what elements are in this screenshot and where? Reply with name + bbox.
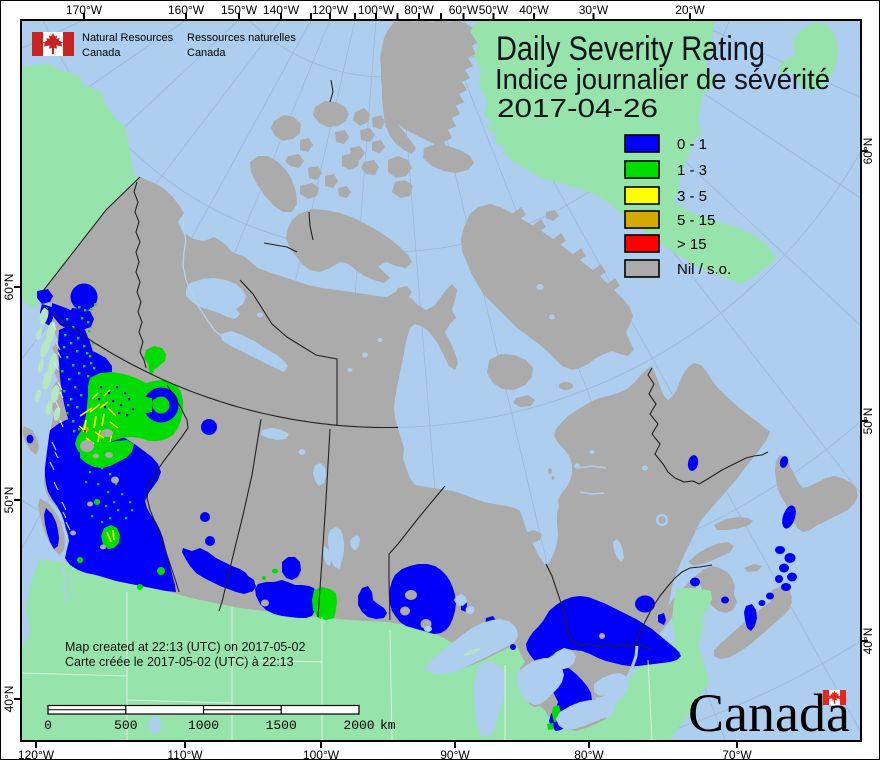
svg-text:60°N: 60°N — [861, 138, 875, 165]
svg-text:0: 0 — [44, 718, 52, 733]
svg-text:120°W: 120°W — [18, 748, 55, 760]
svg-text:80°W: 80°W — [404, 3, 434, 17]
svg-text:50°W: 50°W — [479, 3, 509, 17]
svg-text:50°N: 50°N — [2, 487, 16, 514]
svg-text:1000: 1000 — [188, 718, 219, 733]
svg-text:50°N: 50°N — [861, 408, 875, 435]
svg-text:120°W: 120°W — [312, 3, 349, 17]
svg-text:170°W: 170°W — [66, 3, 103, 17]
svg-text:2017-04-26: 2017-04-26 — [497, 93, 658, 123]
svg-text:80°W: 80°W — [574, 748, 604, 760]
svg-text:5 - 15: 5 - 15 — [677, 212, 715, 229]
svg-text:> 15: > 15 — [677, 236, 707, 253]
svg-text:2000: 2000 — [343, 718, 374, 733]
svg-text:Carte créée le 2017-05-02 (UTC: Carte créée le 2017-05-02 (UTC) à 22:13 — [65, 655, 294, 669]
svg-text:100°W: 100°W — [303, 748, 340, 760]
svg-text:110°W: 110°W — [167, 748, 203, 760]
svg-text:Canada: Canada — [187, 47, 226, 59]
svg-text:1500: 1500 — [266, 718, 297, 733]
svg-text:Map created at 22:13 (UTC) on: Map created at 22:13 (UTC) on 2017-05-02 — [65, 640, 305, 654]
svg-text:1 - 3: 1 - 3 — [677, 162, 707, 179]
svg-text:40°W: 40°W — [519, 3, 549, 17]
svg-text:150°W: 150°W — [221, 3, 258, 17]
svg-text:60°W: 60°W — [449, 3, 479, 17]
svg-text:40°N: 40°N — [861, 628, 875, 655]
svg-text:Nil / s.o.: Nil / s.o. — [677, 261, 731, 278]
svg-text:30°W: 30°W — [579, 3, 609, 17]
svg-text:60°N: 60°N — [2, 274, 16, 301]
svg-text:70°W: 70°W — [722, 748, 752, 760]
svg-text:500: 500 — [114, 718, 137, 733]
svg-text:100°W: 100°W — [358, 3, 395, 17]
svg-text:Indice journalier de sévérité: Indice journalier de sévérité — [495, 64, 830, 96]
svg-text:20°W: 20°W — [675, 3, 705, 17]
svg-text:40°N: 40°N — [2, 686, 16, 713]
svg-text:140°W: 140°W — [263, 3, 300, 17]
svg-text:Canada: Canada — [82, 47, 121, 59]
svg-text:Daily Severity Rating: Daily Severity Rating — [496, 30, 765, 68]
svg-text:90°W: 90°W — [440, 748, 470, 760]
svg-text:Natural Resources: Natural Resources — [82, 32, 174, 44]
svg-text:km: km — [380, 718, 396, 733]
svg-text:0 - 1: 0 - 1 — [677, 136, 707, 153]
svg-text:3 - 5: 3 - 5 — [677, 188, 707, 205]
svg-text:160°W: 160°W — [168, 3, 205, 17]
svg-text:Ressources naturelles: Ressources naturelles — [187, 32, 296, 44]
